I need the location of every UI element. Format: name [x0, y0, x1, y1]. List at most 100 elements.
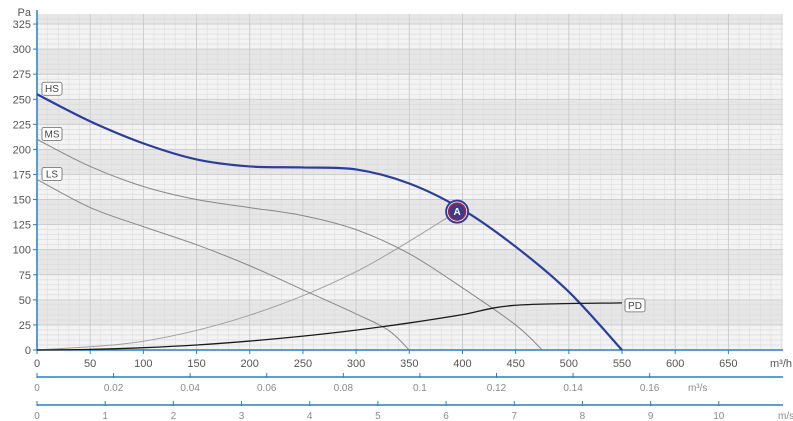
- grid-band: [37, 219, 783, 225]
- secondary-tick-label: 4: [307, 411, 313, 421]
- label-ms: MS: [45, 129, 60, 140]
- grid-band: [37, 19, 783, 25]
- y-tick-label: 325: [13, 19, 31, 31]
- secondary-tick-label: 0.08: [334, 383, 354, 394]
- grid-band: [37, 169, 783, 175]
- grid-band: [37, 199, 783, 205]
- secondary-tick-label: 9: [648, 411, 654, 421]
- grid-band: [37, 209, 783, 215]
- grid-band: [37, 104, 783, 110]
- label-ls-box: [41, 167, 63, 181]
- secondary-tick-label: 0.06: [257, 383, 277, 394]
- label-hs-box: [41, 81, 63, 96]
- secondary-tick-label: 0: [34, 383, 40, 394]
- secondary-tick-label: 0.04: [180, 383, 200, 394]
- y-tick-label: 200: [13, 144, 31, 156]
- x-tick-label: 450: [506, 358, 524, 370]
- y-tick-label: 0: [25, 345, 31, 357]
- grid-band: [37, 149, 783, 155]
- grid-band: [37, 249, 783, 255]
- grid-band: [37, 99, 783, 105]
- grid-band: [37, 159, 783, 165]
- x-tick-label: 50: [84, 358, 96, 370]
- y-tick-label: 50: [19, 295, 31, 307]
- secondary-tick-label: 0.02: [104, 383, 124, 394]
- grid-band: [37, 214, 783, 220]
- x-tick-label: 150: [187, 358, 205, 370]
- secondary-tick-label: 2: [171, 411, 177, 421]
- x-tick-label: 200: [241, 358, 259, 370]
- grid-band: [37, 254, 783, 260]
- axes: 0255075100125150175200225250275300325Pa0…: [13, 7, 793, 421]
- grid-band: [37, 164, 783, 170]
- grid-band: [37, 59, 783, 65]
- grid-band: [37, 269, 783, 275]
- y-tick-label: 225: [13, 119, 31, 131]
- x-tick-label: 650: [719, 358, 737, 370]
- secondary-tick-label: 0.14: [563, 383, 583, 394]
- grid-band: [37, 154, 783, 160]
- y-tick-label: 100: [13, 245, 31, 257]
- x-tick-label: 550: [613, 358, 631, 370]
- grid-band: [37, 14, 783, 20]
- secondary-unit-label: m/s: [778, 411, 793, 421]
- secondary-tick-label: 7: [511, 411, 517, 421]
- curves: [36, 93, 623, 351]
- secondary-tick-label: 0.16: [640, 383, 660, 394]
- operating-point-label: A: [454, 207, 461, 218]
- y-tick-label: 75: [19, 270, 31, 282]
- label-ls: LS: [46, 169, 59, 180]
- y-tick-label: 250: [13, 94, 31, 106]
- secondary-tick-label: 8: [580, 411, 586, 421]
- system-curve: [36, 211, 458, 351]
- x-tick-label: 600: [666, 358, 684, 370]
- grid-band: [37, 64, 783, 70]
- y-unit-label: Pa: [18, 7, 32, 19]
- secondary-tick-label: 10: [713, 411, 725, 421]
- grid-band: [37, 314, 783, 320]
- curve-hs: [36, 93, 623, 351]
- curve-labels: HS MS LS PD A: [41, 81, 646, 313]
- grid-band: [37, 69, 783, 75]
- x-tick-label: 0: [34, 358, 40, 370]
- secondary-tick-label: 0: [34, 411, 40, 421]
- y-tick-label: 300: [13, 44, 31, 56]
- x-tick-label: 250: [294, 358, 312, 370]
- grid-band: [37, 109, 783, 115]
- secondary-tick-label: 3: [239, 411, 245, 421]
- grid-band: [37, 49, 783, 55]
- curve-ls: [36, 179, 410, 351]
- y-tick-label: 25: [19, 320, 31, 332]
- grid-band: [37, 309, 783, 315]
- y-tick-label: 125: [13, 220, 31, 232]
- operating-point-marker: [447, 202, 467, 221]
- curve-pd: [36, 302, 623, 351]
- y-tick-label: 275: [13, 69, 31, 81]
- label-pd-box: [624, 298, 646, 313]
- label-ms-box: [41, 126, 63, 141]
- x-unit-label: m³/h: [770, 358, 792, 370]
- secondary-unit-label: m³/s: [688, 383, 707, 394]
- x-tick-label: 300: [347, 358, 365, 370]
- y-tick-label: 175: [13, 169, 31, 181]
- curve-ms: [36, 138, 543, 351]
- plot-grid: [36, 14, 783, 351]
- x-tick-label: 100: [134, 358, 152, 370]
- x-tick-label: 500: [560, 358, 578, 370]
- secondary-tick-label: 0.12: [487, 383, 507, 394]
- grid-band: [37, 304, 783, 310]
- grid-band: [37, 119, 783, 125]
- grid-band: [37, 299, 783, 305]
- secondary-tick-label: 1: [102, 411, 108, 421]
- grid-band: [37, 259, 783, 265]
- grid-band: [37, 114, 783, 120]
- grid-band: [37, 54, 783, 60]
- x-tick-label: 350: [400, 358, 418, 370]
- x-tick-label: 400: [453, 358, 471, 370]
- label-hs: HS: [45, 84, 59, 95]
- y-tick-label: 150: [13, 195, 31, 207]
- grid-band: [37, 204, 783, 210]
- grid-band: [37, 264, 783, 270]
- secondary-tick-label: 0.1: [413, 383, 427, 394]
